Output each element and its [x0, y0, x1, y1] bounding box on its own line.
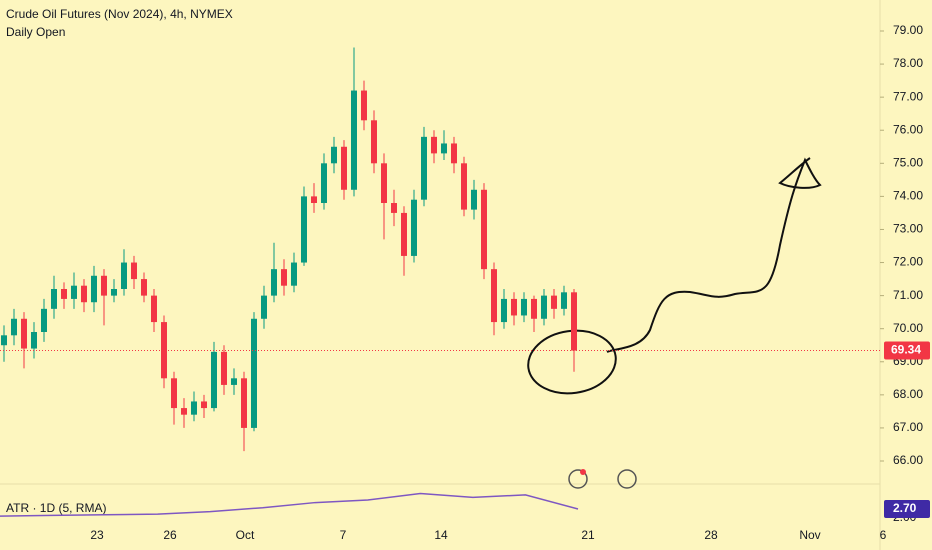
drawing-arrow	[606, 157, 822, 353]
candle-body	[291, 262, 297, 286]
candle-body	[251, 318, 257, 428]
candle-body	[31, 332, 37, 349]
candle-body	[11, 318, 17, 336]
y-tick-label: 78.00	[893, 56, 923, 70]
candle-body	[351, 90, 357, 190]
candle-body	[141, 279, 147, 296]
candle-body	[511, 298, 517, 316]
candle-body	[321, 163, 327, 203]
candle-body	[201, 401, 207, 409]
indicator-last-label: 2.70	[893, 501, 917, 515]
chart-title: Crude Oil Futures (Nov 2024), 4h, NYMEX	[6, 7, 233, 21]
candle-body	[311, 196, 317, 203]
candle-body	[461, 163, 467, 210]
candle-body	[331, 146, 337, 164]
y-tick-label: 71.00	[893, 288, 923, 302]
last-price-box	[884, 341, 930, 360]
candle-body	[401, 212, 407, 256]
candle-body	[341, 146, 347, 190]
candle-body	[571, 292, 577, 351]
candle-body	[21, 318, 27, 349]
indicator-line	[0, 492, 579, 517]
candle-body	[61, 289, 67, 299]
y-tick-label: 76.00	[893, 122, 923, 136]
candle-body	[51, 289, 57, 309]
candle-body	[541, 295, 547, 319]
candle-body	[561, 292, 567, 309]
candle-body	[121, 262, 127, 289]
candle-body	[501, 298, 507, 323]
candle-body	[491, 269, 497, 323]
drawing-circle	[527, 329, 617, 395]
candle-body	[101, 275, 107, 296]
candle-body	[91, 275, 97, 303]
candle-body	[361, 90, 367, 121]
event-icon[interactable]	[617, 469, 637, 489]
x-tick-label: 7	[340, 528, 347, 542]
x-tick-label: 26	[163, 528, 177, 542]
candle-body	[471, 189, 477, 210]
candle-body	[241, 378, 247, 428]
x-tick-label: 21	[581, 528, 595, 542]
event-icon[interactable]	[568, 469, 588, 489]
candle-body	[191, 401, 197, 415]
candle-body	[441, 143, 447, 154]
last-price-label: 69.34	[891, 343, 921, 357]
y-tick-label: 75.00	[893, 155, 923, 169]
candle-body	[81, 285, 87, 303]
candle-body	[411, 199, 417, 256]
y-tick-label: 72.00	[893, 255, 923, 269]
x-tick-label: 14	[434, 528, 448, 542]
candle-body	[261, 295, 267, 319]
candle-body	[231, 378, 237, 385]
x-tick-label: Oct	[236, 528, 255, 542]
candle-body	[431, 136, 437, 154]
candle-body	[151, 295, 157, 323]
candle-body	[211, 351, 217, 409]
event-dot	[580, 469, 586, 475]
candle-body	[1, 335, 7, 346]
candle-body	[451, 143, 457, 164]
candle-body	[171, 378, 177, 409]
indicator-last-box	[884, 499, 930, 518]
y-tick-label: 77.00	[893, 89, 923, 103]
y-tick-label: 66.00	[893, 453, 923, 467]
candle-body	[301, 196, 307, 263]
candle-body	[531, 298, 537, 319]
y-tick-label: 79.00	[893, 23, 923, 37]
candle-body	[381, 163, 387, 203]
y-tick-label: 70.00	[893, 321, 923, 335]
candle-body	[551, 295, 557, 309]
candle-body	[521, 298, 527, 316]
candle-body	[221, 351, 227, 385]
candle-body	[271, 269, 277, 296]
y-tick-label: 73.00	[893, 222, 923, 236]
x-tick-label: 6	[880, 528, 887, 542]
candle-body	[481, 189, 487, 270]
candle-body	[111, 289, 117, 296]
candle-body	[281, 269, 287, 286]
chart-subtitle: Daily Open	[6, 25, 65, 39]
y-tick-label: 68.00	[893, 387, 923, 401]
x-tick-label: Nov	[799, 528, 820, 542]
indicator-name: ATR · 1D (5, RMA)	[6, 501, 106, 515]
y-tick-label: 67.00	[893, 420, 923, 434]
candle-body	[41, 308, 47, 332]
candle-body	[181, 408, 187, 415]
x-tick-label: 23	[90, 528, 104, 542]
candle-body	[161, 322, 167, 379]
candle-body	[391, 203, 397, 213]
candle-body	[421, 136, 427, 200]
candle-body	[371, 120, 377, 164]
x-tick-label: 28	[704, 528, 718, 542]
candle-body	[131, 262, 137, 280]
candle-body	[71, 285, 77, 299]
y-tick-label: 74.00	[893, 189, 923, 203]
